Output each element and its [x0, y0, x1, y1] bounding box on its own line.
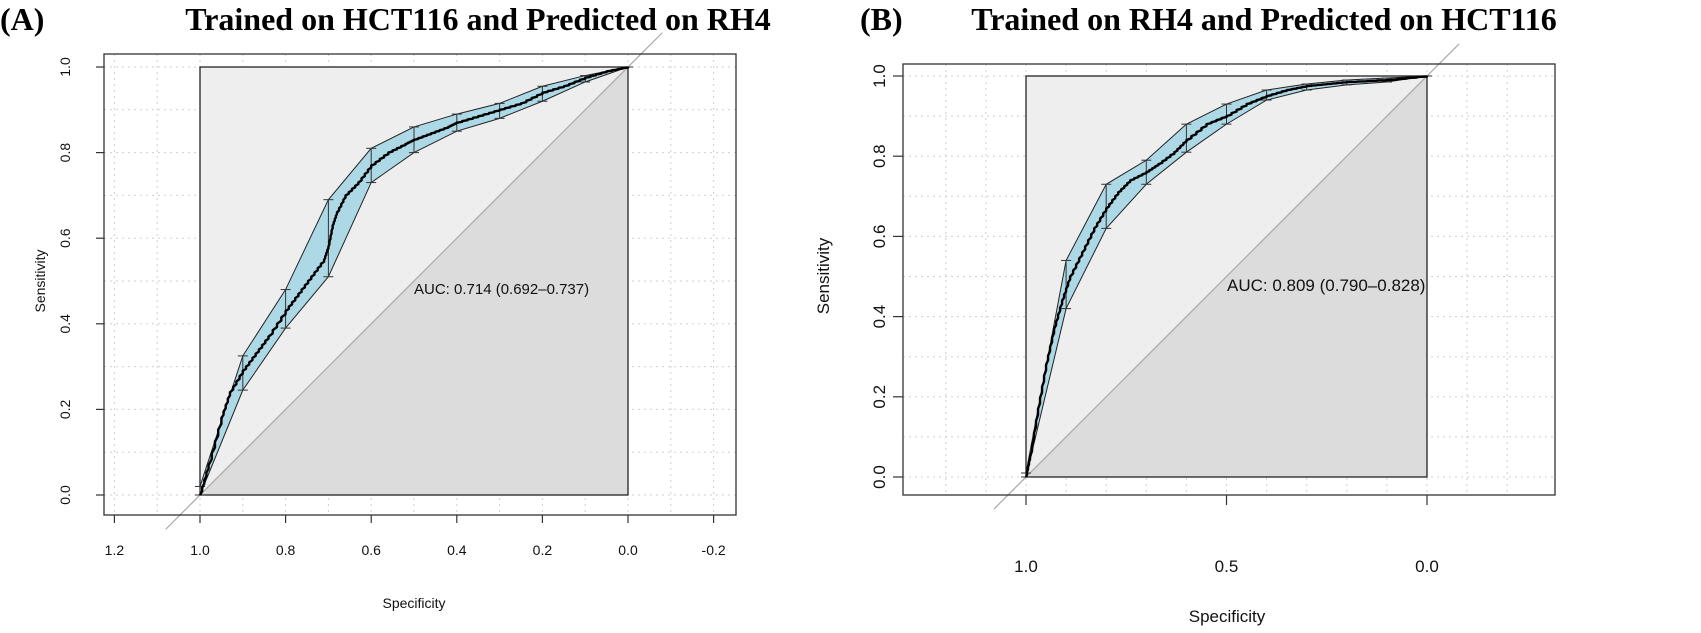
panel-b: (B) Trained on RH4 and Predicted on HCT1…	[814, 1, 1557, 626]
y-tick-label: 0.6	[57, 228, 73, 248]
panel-a-roc-box	[199, 66, 629, 496]
x-tick-label: 0.2	[533, 542, 553, 558]
panel-b-x-axis-label: Specificity	[1189, 607, 1266, 626]
panel-b-title: Trained on RH4 and Predicted on HCT116	[971, 1, 1557, 37]
panel-a-plot-area	[165, 32, 663, 530]
y-tick-label: 0.2	[870, 385, 889, 409]
y-tick-label: 0.2	[57, 399, 73, 419]
panel-a-title: Trained on HCT116 and Predicted on RH4	[185, 1, 771, 37]
y-tick-label: 1.0	[57, 57, 73, 77]
panel-a-y-axis-label: Sensitivity	[32, 249, 48, 312]
panel-a-x-ticks: 1.2 1.0 0.8 0.6 0.4 0.2 0.0 -0.2	[105, 515, 726, 558]
panel-b-chance-diagonal	[993, 43, 1460, 510]
panel-b-roc-curve	[1024, 75, 1429, 478]
x-tick-label: 1.2	[105, 542, 125, 558]
x-tick-label: 0.4	[447, 542, 467, 558]
y-tick-label: 0.0	[870, 465, 889, 489]
ci-error-bar	[280, 289, 291, 329]
panel-b-auc-annotation: AUC: 0.809 (0.790–0.828)	[1227, 276, 1425, 295]
panel-b-frame	[902, 63, 1556, 496]
panel-b-roc-box	[1025, 75, 1428, 478]
y-tick-label: 0.8	[870, 144, 889, 168]
panel-a-y-ticks: 0.0 0.2 0.4 0.6 0.8 1.0	[57, 57, 104, 505]
x-tick-label: 1.0	[190, 542, 210, 558]
ci-error-bar	[1101, 183, 1112, 229]
ci-error-bar	[1061, 259, 1072, 310]
panel-a-auc-annotation: AUC: 0.714 (0.692–0.737)	[414, 281, 589, 298]
panel-a-chance-diagonal	[165, 32, 663, 530]
panel-a-frame	[103, 53, 737, 516]
panel-b-y-ticks: 0.0 0.2 0.4 0.6 0.8 1.0	[870, 64, 903, 489]
ci-error-bar	[1181, 123, 1192, 153]
x-tick-label: 0.8	[276, 542, 296, 558]
y-tick-label: 0.8	[57, 143, 73, 163]
x-tick-label: 0.0	[1415, 557, 1439, 576]
panel-a: (A) Trained on HCT116 and Predicted on R…	[0, 1, 771, 611]
y-tick-label: 0.6	[870, 225, 889, 249]
ci-error-bar	[323, 199, 334, 278]
panel-b-y-axis-label: Sensitivity	[814, 237, 833, 314]
y-tick-label: 0.4	[57, 314, 73, 334]
panel-a-roc-curve	[198, 66, 630, 496]
x-tick-label: 0.5	[1215, 557, 1239, 576]
ci-error-bar	[1221, 103, 1232, 125]
panel-b-x-ticks: 1.0 0.5 0.0	[1014, 495, 1439, 576]
y-tick-label: 1.0	[870, 64, 889, 88]
x-tick-label: 0.0	[618, 542, 638, 558]
x-tick-label: 1.0	[1014, 557, 1038, 576]
x-tick-label: 0.6	[361, 542, 381, 558]
panel-b-label: (B)	[860, 1, 903, 37]
panel-a-label: (A)	[0, 1, 44, 37]
panel-a-x-axis-label: Specificity	[382, 595, 445, 611]
x-tick-label: -0.2	[702, 542, 726, 558]
y-tick-label: 0.4	[870, 305, 889, 329]
y-tick-label: 0.0	[57, 485, 73, 505]
panel-b-plot-area	[993, 43, 1460, 510]
